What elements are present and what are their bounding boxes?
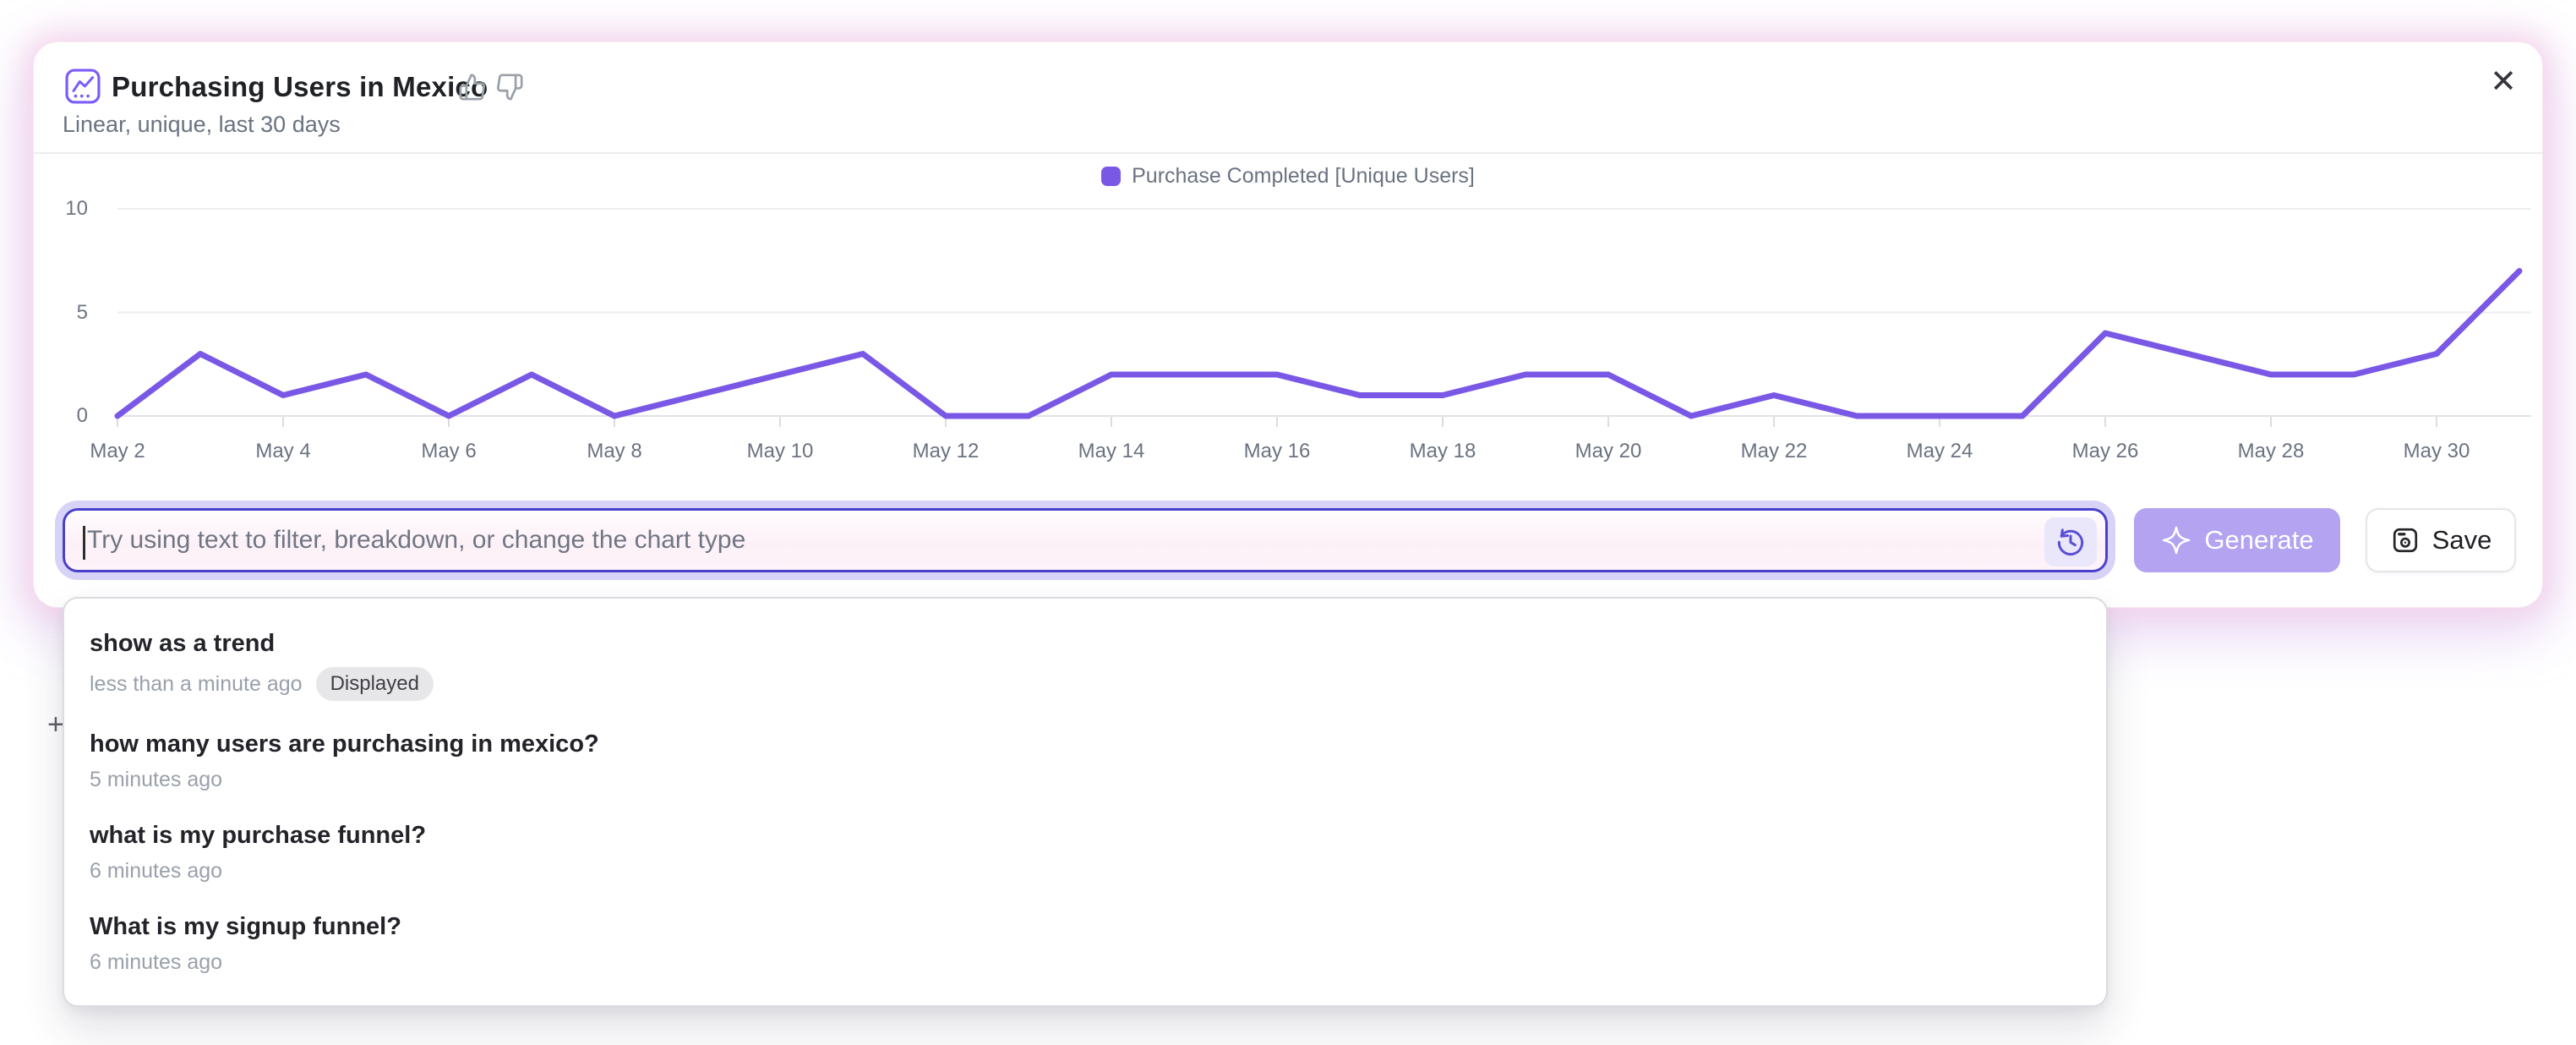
history-clock-icon bbox=[2057, 528, 2084, 555]
query-input-wrap bbox=[63, 508, 2108, 572]
history-time: 5 minutes ago bbox=[90, 768, 223, 791]
clipped-plus-fragment: + bbox=[47, 709, 64, 741]
card-header: Purchasing Users in Mexico ✕ bbox=[64, 64, 2517, 108]
insight-card: 0 5 10 May 2 May 4 May 6 May 8 May 10 May 12 May… bbox=[34, 42, 2542, 607]
history-item[interactable]: what is my purchase funnel? 6 minutes ag… bbox=[64, 807, 2106, 899]
history-item[interactable]: What is my signup funnel? 6 minutes ago bbox=[64, 899, 2106, 990]
history-query: show as a trend bbox=[90, 630, 276, 657]
history-item[interactable]: how many users are purchasing in mexico?… bbox=[64, 716, 2106, 807]
generate-label: Generate bbox=[2204, 525, 2314, 555]
history-item[interactable]: show as a trend less than a minute ago D… bbox=[64, 616, 2106, 716]
query-input[interactable] bbox=[65, 511, 2105, 570]
insight-chart-icon bbox=[65, 68, 101, 104]
save-button[interactable]: Save bbox=[2366, 508, 2516, 572]
header-divider bbox=[34, 152, 2542, 154]
sparkle-icon bbox=[2163, 526, 2191, 555]
history-time: 6 minutes ago bbox=[90, 950, 223, 974]
legend-swatch bbox=[1101, 167, 1122, 186]
save-icon bbox=[2393, 528, 2417, 553]
thumbs-down-icon[interactable] bbox=[495, 73, 524, 101]
thumbs-up-icon[interactable] bbox=[458, 73, 487, 101]
history-query: what is my purchase funnel? bbox=[90, 822, 427, 849]
chart-legend: Purchase Completed [Unique Users] bbox=[34, 164, 2542, 189]
displayed-badge: Displayed bbox=[315, 667, 434, 701]
history-query: how many users are purchasing in mexico? bbox=[90, 730, 599, 758]
generate-button[interactable]: Generate bbox=[2134, 508, 2340, 572]
history-query: What is my signup funnel? bbox=[90, 913, 401, 940]
close-icon[interactable]: ✕ bbox=[2490, 64, 2517, 100]
text-caret bbox=[83, 526, 85, 560]
save-label: Save bbox=[2431, 525, 2492, 555]
history-button[interactable] bbox=[2044, 517, 2097, 566]
history-time: 6 minutes ago bbox=[90, 859, 223, 883]
history-dropdown: show as a trend less than a minute ago D… bbox=[63, 597, 2108, 1007]
card-title: Purchasing Users in Mexico bbox=[112, 71, 488, 102]
legend-label: Purchase Completed [Unique Users] bbox=[1132, 164, 1475, 188]
card-subtitle: Linear, unique, last 30 days bbox=[63, 112, 341, 137]
history-time: less than a minute ago bbox=[90, 671, 303, 696]
